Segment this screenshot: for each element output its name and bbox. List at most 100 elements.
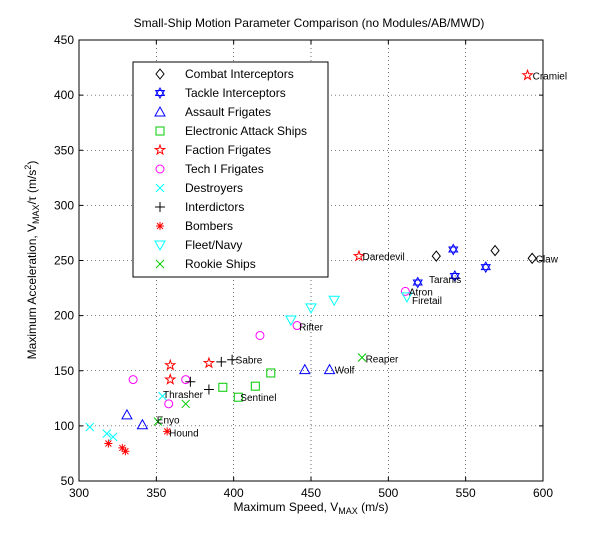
point-label: Atron [409,287,433,298]
data-point [163,427,172,436]
y-tick-label: 100 [54,419,74,433]
chart-title: Small-Ship Motion Parameter Comparison (… [134,16,485,30]
x-tick-label: 500 [378,486,398,500]
legend-label-fleet-navy: Fleet/Navy [185,238,242,252]
point-label: Cramiel [533,71,567,82]
data-point [449,269,461,282]
data-point [218,382,228,392]
data-point [104,439,113,448]
data-point [400,286,410,296]
point-label: Taranis [429,275,461,286]
point-label: Rifter [299,323,324,334]
data-point [121,447,130,456]
series-interdictors [185,354,238,395]
data-point [153,417,163,426]
data-point [328,295,341,307]
y-tick-label: 450 [54,33,74,47]
point-label: Reaper [366,355,399,366]
point-label: Thrasher [163,390,204,401]
y-tick-label: 300 [54,198,74,212]
data-point [357,353,367,362]
data-point [521,68,534,81]
series-tech-i-frigates [128,286,410,409]
point-label: Enyo [157,415,180,426]
legend-label-bombers: Bombers [185,219,233,233]
series-bombers [104,427,172,456]
data-point [352,249,366,262]
data-point [527,252,537,265]
data-point [285,315,297,327]
x-tick-label: 550 [456,486,476,500]
data-point [292,321,302,331]
data-point [216,356,227,367]
data-point [164,373,177,385]
data-point [128,375,138,385]
y-axis-label: Maximum Acceleration, VMAX/τ (m/s2) [23,161,41,360]
x-tick-label: 450 [301,486,321,500]
axis-ticks: 300 350 400 450 500 550 600 50 100 150 200 250 300 35… [54,33,553,500]
y-tick-label: 50 [61,474,75,488]
data-point [85,422,95,432]
data-point [323,363,336,375]
x-axis-label: Maximum Speed, VMAX (m/s) [234,500,389,516]
data-point [181,399,191,409]
point-label: Claw [536,254,559,265]
data-point [121,408,133,420]
point-label: Firetail [412,296,442,307]
legend-marker-destroyers [155,183,165,193]
series-combat-interceptors [431,244,537,265]
data-point [255,330,265,340]
x-tick-label: 300 [69,486,89,500]
data-point [266,368,276,378]
x-tick-label: 600 [533,486,553,500]
series-rookie-ships [153,353,367,426]
x-tick-label: 400 [224,486,244,500]
legend-box [132,61,329,278]
legend-marker-interdictors [155,202,165,212]
data-point [490,244,500,257]
data-point [305,303,317,314]
data-point [102,429,112,438]
y-tick-label: 400 [54,88,74,102]
data-point [108,432,118,442]
data-point [136,418,149,430]
legend-label-faction-frigates: Faction Frigates [185,143,271,157]
y-tick-label: 150 [54,364,74,378]
data-point [164,399,174,409]
legend-label-tackle-interceptors: Tackle Interceptors [185,86,286,100]
data-point [185,376,196,387]
data-points [85,68,537,456]
legend-label-tech-i-frigates: Tech I Frigates [185,162,264,176]
legend-marker-assault-frigates [154,105,166,117]
legend-marker-electronic-attack-ships [155,126,165,136]
legend-label-interdictors: Interdictors [185,200,244,214]
legend-label-destroyers: Destroyers [185,181,243,195]
series-tackle-interceptors [412,243,491,289]
point-label: Sabre [236,356,263,367]
data-point [250,381,260,391]
x-tick-label: 350 [146,486,166,500]
legend-marker-tech-i-frigates [155,164,165,174]
data-point [203,384,214,395]
point-label: Hound [169,428,198,439]
data-point [158,391,167,401]
data-point [480,261,491,274]
y-tick-label: 350 [54,143,74,157]
legend-marker-combat-interceptors [155,68,165,80]
data-point [448,243,459,256]
y-tick-label: 200 [54,309,74,323]
data-point [412,276,423,289]
legend-label-electronic-attack-ships: Electronic Attack Ships [185,124,307,138]
data-point [164,358,177,371]
data-point [181,375,191,385]
y-tick-label: 250 [54,254,74,268]
series-faction-frigates [164,68,534,385]
legend-marker-rookie-ships [155,259,165,269]
series-destroyers [85,391,167,442]
series-fleet-navy [285,292,413,327]
data-point [233,392,243,402]
legend-label-combat-interceptors: Combat Interceptors [185,67,294,81]
data-point [401,292,413,303]
legend-label-assault-frigates: Assault Frigates [185,105,271,119]
